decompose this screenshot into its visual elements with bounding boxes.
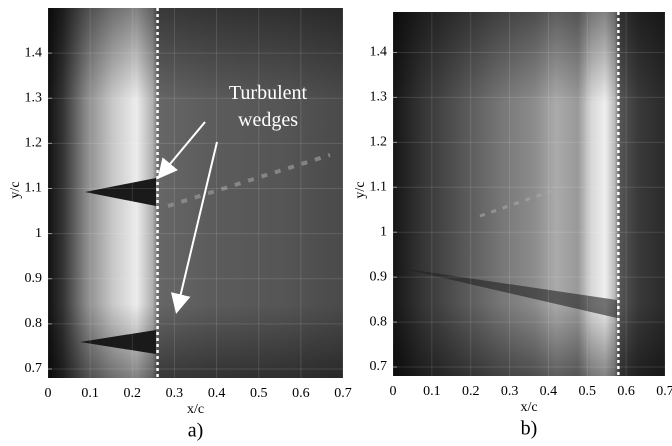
y-tick-label: 0.8 bbox=[370, 314, 388, 329]
x-tick-label: 0 bbox=[45, 386, 52, 401]
arrows bbox=[157, 121, 218, 314]
x-tick-label: 0.3 bbox=[501, 384, 519, 399]
y-tick-label: 0.7 bbox=[370, 359, 388, 374]
x-tick-label: 0.1 bbox=[81, 386, 99, 401]
annotation: Turbulent wedges bbox=[228, 82, 308, 131]
x-tick-label: 0.4 bbox=[540, 384, 558, 399]
y-tick-label: 1 bbox=[35, 226, 42, 241]
x-tick-label: 0.4 bbox=[208, 386, 226, 401]
x-tick-label: 0.6 bbox=[292, 386, 310, 401]
x-tick-label: 0.2 bbox=[124, 386, 142, 401]
y-tick-label: 0.8 bbox=[25, 316, 43, 331]
image-a bbox=[48, 8, 343, 378]
y-tick-label: 1.3 bbox=[370, 90, 388, 105]
x-axis-label: x/c bbox=[187, 402, 204, 417]
x-tick-label: 0.6 bbox=[617, 384, 635, 399]
y-tick-label: 0.7 bbox=[25, 361, 43, 376]
x-tick-label: 0.7 bbox=[656, 384, 672, 399]
y-tick-label: 0.9 bbox=[370, 269, 388, 284]
y-tick-label: 1 bbox=[380, 224, 387, 239]
x-tick-label: 0.2 bbox=[462, 384, 480, 399]
y-tick-label: 1.1 bbox=[25, 181, 43, 196]
panel-label: a) bbox=[188, 420, 204, 442]
y-tick-label: 1.4 bbox=[25, 45, 43, 60]
x-tick-label: 0.5 bbox=[579, 384, 597, 399]
x-tick-label: 0.1 bbox=[423, 384, 441, 399]
x-tick-label: 0.3 bbox=[166, 386, 184, 401]
y-tick-label: 1.2 bbox=[25, 136, 43, 151]
y-axis-label: y/c bbox=[353, 181, 368, 198]
x-axis-label: x/c bbox=[520, 400, 537, 415]
y-tick-label: 0.9 bbox=[25, 271, 43, 286]
panel-label: b) bbox=[521, 418, 538, 440]
image-b bbox=[393, 12, 665, 376]
y-tick-label: 1.2 bbox=[370, 135, 388, 150]
y-axis-label: y/c bbox=[8, 181, 23, 198]
y-tick-label: 1.1 bbox=[370, 179, 388, 194]
y-tick-label: 1.3 bbox=[25, 90, 43, 105]
x-tick-label: 0.7 bbox=[334, 386, 352, 401]
x-tick-label: 0 bbox=[390, 384, 397, 399]
y-tick-label: 1.4 bbox=[370, 45, 388, 60]
x-tick-label: 0.5 bbox=[250, 386, 268, 401]
